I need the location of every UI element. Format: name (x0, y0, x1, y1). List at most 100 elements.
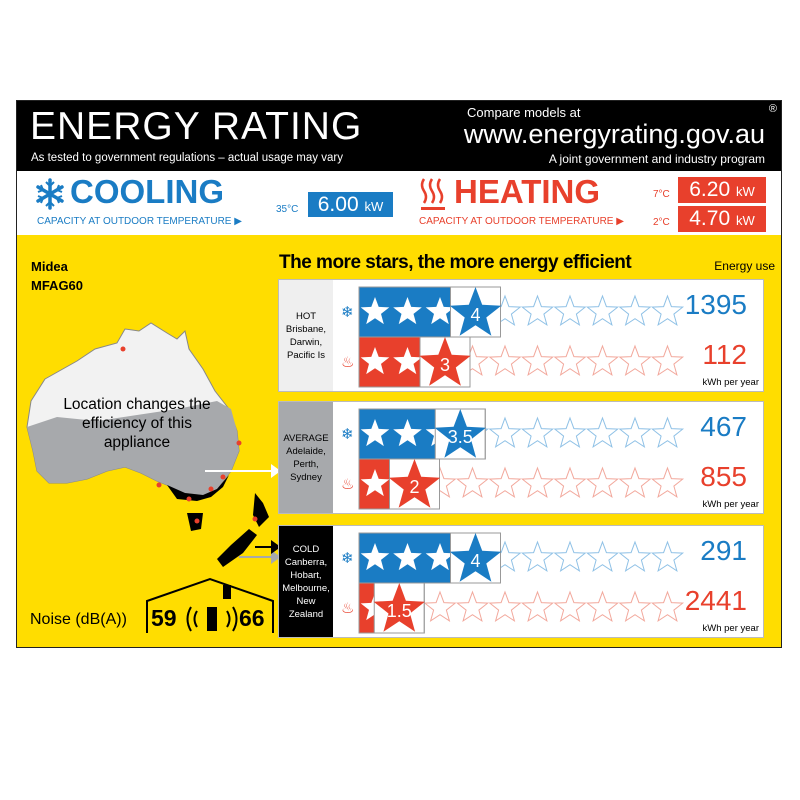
cooling-rating-star (449, 533, 502, 582)
cooling-temp: 35°C (276, 204, 299, 215)
heating-title: HEATING (454, 173, 601, 210)
label-subtitle: As tested to government regulations – ac… (31, 152, 343, 164)
empty-star (455, 466, 490, 499)
australia-south-region (27, 401, 239, 495)
energy-rating-label: ENERGY RATING As tested to government re… (16, 100, 782, 648)
heating-rating-star (388, 459, 441, 508)
cooling-rating-star (434, 409, 486, 458)
compare-text: Compare models at (467, 105, 581, 120)
empty-star (553, 590, 587, 623)
filled-star (360, 469, 390, 497)
empty-star (488, 416, 522, 449)
heat-waves-icon (420, 178, 445, 210)
cooling-capacity-unit: kW (364, 199, 384, 214)
zone-panel-average: AVERAGE Adelaide, Perth, Sydney 467 855 … (278, 401, 764, 514)
australia-nz-map (26, 322, 279, 567)
house-icon (146, 577, 274, 633)
heating-capacity-2-value: 4.70 (689, 207, 731, 230)
zone-label: HOT Brisbane, Darwin, Pacific Is (279, 280, 333, 391)
label-header: ENERGY RATING As tested to government re… (17, 101, 781, 171)
filled-star (360, 543, 390, 571)
heating-rating-frame (358, 336, 471, 388)
cooling-rating-frame (358, 532, 501, 584)
cooling-rating-value: 3.5 (448, 427, 473, 447)
zone-name: AVERAGE (283, 432, 329, 444)
cooling-energy-use: 291 (700, 535, 747, 566)
zone-name: HOT (295, 310, 317, 322)
empty-star (520, 294, 555, 327)
heating-energy-use: 855 (700, 461, 747, 492)
snowflake-icon: ❄ (341, 304, 354, 321)
cooling-rating-value: 4 (470, 305, 480, 325)
heating-rating-value: 2 (409, 477, 419, 497)
energy-unit: kWh per year (702, 499, 760, 510)
cooling-rating-star (449, 287, 502, 336)
heating-temp-1: 7°C (653, 189, 670, 200)
heating-energy-use: 2441 (684, 585, 747, 616)
star-ratings: ❄ 4 ♨ 3 (341, 286, 685, 388)
star-ratings: ❄ 4 ♨ 1.5 (341, 532, 685, 634)
cooling-rating-value: 4 (470, 551, 480, 571)
noise-outdoor: 66 (239, 605, 265, 631)
registered-mark: ® (768, 103, 777, 115)
filled-star (360, 419, 390, 447)
empty-star (618, 466, 652, 499)
heat-waves-icon: ♨ (341, 600, 354, 617)
empty-star (618, 344, 652, 377)
heating-rating-star (373, 583, 425, 632)
empty-star (585, 294, 620, 327)
empty-star (650, 466, 685, 499)
empty-star (520, 540, 555, 573)
cooling-capacity-value: 6.00 (317, 193, 359, 216)
zone-cities: Canberra, Hobart, Melbourne, New Zealand (282, 556, 330, 620)
empty-star (553, 466, 587, 499)
empty-star (650, 540, 685, 573)
noise-label: Noise (dB(A)) (30, 611, 127, 628)
heating-capacity-1-value: 6.20 (689, 178, 731, 201)
zone-name: COLD (292, 543, 320, 555)
snowflake-icon: ❄ (341, 550, 354, 567)
filled-star (393, 543, 422, 571)
zone-cities: Brisbane, Darwin, Pacific Is (285, 323, 327, 361)
empty-star (585, 590, 620, 623)
empty-star (585, 344, 620, 377)
empty-star (585, 540, 620, 573)
heat-waves-icon: ♨ (341, 476, 354, 493)
snowflake-icon (36, 178, 64, 210)
filled-star (360, 297, 390, 325)
filled-star (425, 543, 455, 571)
energy-unit: kWh per year (702, 377, 760, 388)
tagline: The more stars, the more energy efficien… (279, 252, 632, 273)
empty-star (488, 344, 522, 377)
capacity-band: COOLING CAPACITY AT OUTDOOR TEMPERATURE … (17, 171, 781, 235)
empty-star (553, 344, 587, 377)
zone-panel-cold: COLD Canberra, Hobart, Melbourne, New Ze… (278, 525, 764, 638)
heating-rating-frame (358, 458, 440, 510)
zone-panel-hot: HOT Brisbane, Darwin, Pacific Is 1395 11… (278, 279, 764, 392)
heating-capacity-2-unit: kW (735, 213, 755, 228)
empty-star (585, 466, 620, 499)
snowflake-icon: ❄ (341, 426, 354, 443)
empty-star (553, 416, 587, 449)
new-zealand (217, 493, 269, 567)
filled-star (425, 297, 455, 325)
product-model: MFAG60 (31, 278, 84, 293)
heating-rating-star (419, 337, 471, 386)
empty-star (520, 416, 555, 449)
heating-capacity-1-unit: kW (735, 184, 755, 199)
empty-star (455, 590, 490, 623)
heating-rating-value: 3 (440, 355, 450, 375)
empty-star (618, 590, 652, 623)
empty-star (520, 466, 555, 499)
cooling-title: COOLING (70, 173, 224, 210)
noise-indoor: 59 (151, 605, 177, 631)
heating-temp-2: 2°C (653, 217, 670, 228)
map-caption: Location changes the efficiency of this … (63, 396, 211, 451)
product-brand: Midea (31, 259, 68, 274)
heating-caption: CAPACITY AT OUTDOOR TEMPERATURE ▶ (419, 216, 624, 227)
empty-star (520, 590, 555, 623)
zone-label: AVERAGE Adelaide, Perth, Sydney (279, 402, 333, 513)
empty-star (618, 294, 652, 327)
cooling-energy-use: 467 (700, 411, 747, 442)
website-link[interactable]: www.energyrating.gov.au (463, 119, 765, 149)
